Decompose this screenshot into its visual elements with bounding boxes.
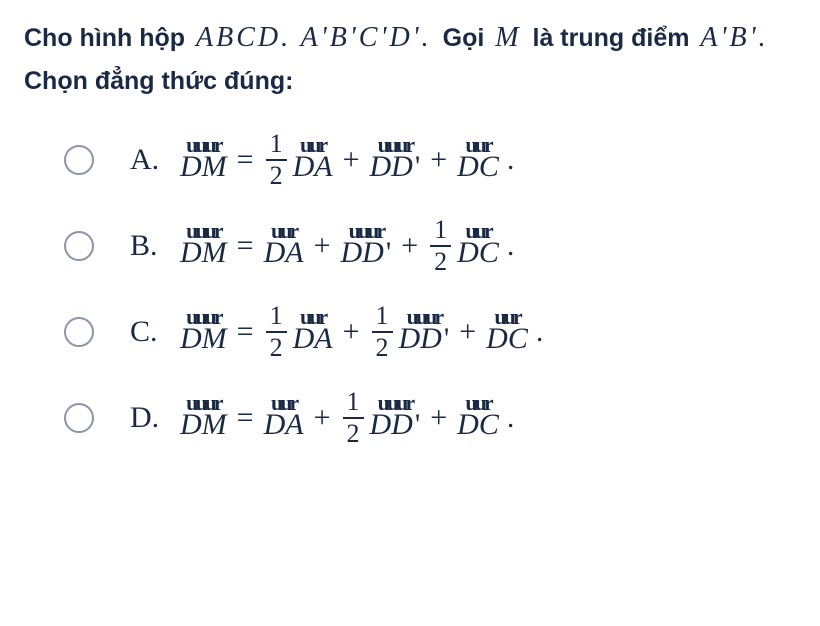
vector-DA: uurDA — [264, 223, 304, 268]
operator-plus: + — [393, 229, 426, 263]
vector-name: DA — [264, 408, 304, 440]
fraction-bot: 2 — [430, 247, 451, 275]
vector-name: DC — [457, 408, 499, 440]
option-row[interactable]: B.uuurDM=uurDA+uuurDD'+12uurDC. — [64, 217, 796, 275]
终dot: . — [501, 229, 515, 263]
fraction-top: 1 — [266, 131, 287, 161]
vector-DA: uurDA — [264, 395, 304, 440]
equation: uuurDM=12uurDA+12uuurDD'+uurDC. — [178, 303, 543, 361]
option-row[interactable]: C.uuurDM=12uurDA+12uuurDD'+uurDC. — [64, 303, 796, 361]
vector-name: DA — [293, 322, 333, 354]
fraction: 12 — [266, 303, 287, 361]
text-span: là trung điểm — [526, 24, 697, 52]
radio-button[interactable] — [64, 403, 94, 433]
终dot: . — [501, 401, 515, 435]
vector-name: DD' — [341, 236, 392, 268]
vector-name: DD' — [370, 150, 421, 182]
vector-DA: uurDA — [293, 137, 333, 182]
终dot: . — [501, 143, 515, 177]
fraction-top: 1 — [343, 389, 364, 419]
radio-button[interactable] — [64, 317, 94, 347]
operator-plus: + — [422, 143, 455, 177]
equation: uuurDM=12uurDA+uuurDD'+uurDC. — [178, 131, 514, 189]
fraction-bot: 2 — [372, 333, 393, 361]
vector-name: DC — [486, 322, 528, 354]
vector-DM: uuurDM — [180, 309, 227, 354]
vector-name: DM — [180, 322, 227, 354]
operator-plus: + — [335, 315, 368, 349]
vector-DDp: uuurDD' — [341, 223, 392, 268]
vector-DDp: uuurDD' — [370, 137, 421, 182]
math-span: A'B'. — [696, 22, 772, 53]
vector-name: DC — [457, 236, 499, 268]
fraction-bot: 2 — [343, 419, 364, 447]
operator-plus: + — [451, 315, 484, 349]
option-label: D. — [130, 401, 160, 435]
option-row[interactable]: A.uuurDM=12uurDA+uuurDD'+uurDC. — [64, 131, 796, 189]
fraction-top: 1 — [430, 217, 451, 247]
vector-name: DA — [293, 150, 333, 182]
vector-name: DM — [180, 236, 227, 268]
question-text: Cho hình hộp ABCD. A'B'C'D'. Gọi M là tr… — [24, 16, 796, 101]
终dot: . — [530, 315, 544, 349]
fraction-top: 1 — [372, 303, 393, 333]
operator-eq: = — [229, 315, 262, 349]
fraction: 12 — [343, 389, 364, 447]
text-span: Cho hình hộp — [24, 24, 192, 52]
equation: uuurDM=uurDA+uuurDD'+12uurDC. — [178, 217, 514, 275]
radio-button[interactable] — [64, 231, 94, 261]
operator-eq: = — [229, 143, 262, 177]
vector-DM: uuurDM — [180, 223, 227, 268]
fraction: 12 — [266, 131, 287, 189]
vector-DDp: uuurDD' — [370, 395, 421, 440]
operator-plus: + — [306, 229, 339, 263]
vector-name: DM — [180, 408, 227, 440]
vector-name: DD' — [370, 408, 421, 440]
options-list: A.uuurDM=12uurDA+uuurDD'+uurDC.B.uuurDM=… — [24, 131, 796, 447]
vector-DC: uurDC — [457, 395, 499, 440]
text-span: Gọi — [436, 24, 492, 52]
vector-DDp: uuurDD' — [399, 309, 450, 354]
operator-plus: + — [335, 143, 368, 177]
vector-name: DA — [264, 236, 304, 268]
vector-DC: uurDC — [457, 223, 499, 268]
vector-DC: uurDC — [457, 137, 499, 182]
fraction-bot: 2 — [266, 333, 287, 361]
radio-button[interactable] — [64, 145, 94, 175]
vector-name: DM — [180, 150, 227, 182]
option-row[interactable]: D.uuurDM=uurDA+12uuurDD'+uurDC. — [64, 389, 796, 447]
equation: uuurDM=uurDA+12uuurDD'+uurDC. — [178, 389, 514, 447]
operator-plus: + — [306, 401, 339, 435]
option-label: A. — [130, 143, 160, 177]
option-label: B. — [130, 229, 160, 263]
vector-DA: uurDA — [293, 309, 333, 354]
math-span: ABCD. A'B'C'D'. — [192, 22, 436, 53]
math-span: M — [491, 22, 525, 53]
fraction: 12 — [372, 303, 393, 361]
vector-name: DD' — [399, 322, 450, 354]
fraction-bot: 2 — [266, 161, 287, 189]
operator-eq: = — [229, 401, 262, 435]
text-span: Chọn đẳng thức đúng: — [24, 67, 293, 95]
vector-DM: uuurDM — [180, 137, 227, 182]
fraction-top: 1 — [266, 303, 287, 333]
fraction: 12 — [430, 217, 451, 275]
operator-eq: = — [229, 229, 262, 263]
option-label: C. — [130, 315, 160, 349]
vector-name: DC — [457, 150, 499, 182]
vector-DC: uurDC — [486, 309, 528, 354]
vector-DM: uuurDM — [180, 395, 227, 440]
operator-plus: + — [422, 401, 455, 435]
